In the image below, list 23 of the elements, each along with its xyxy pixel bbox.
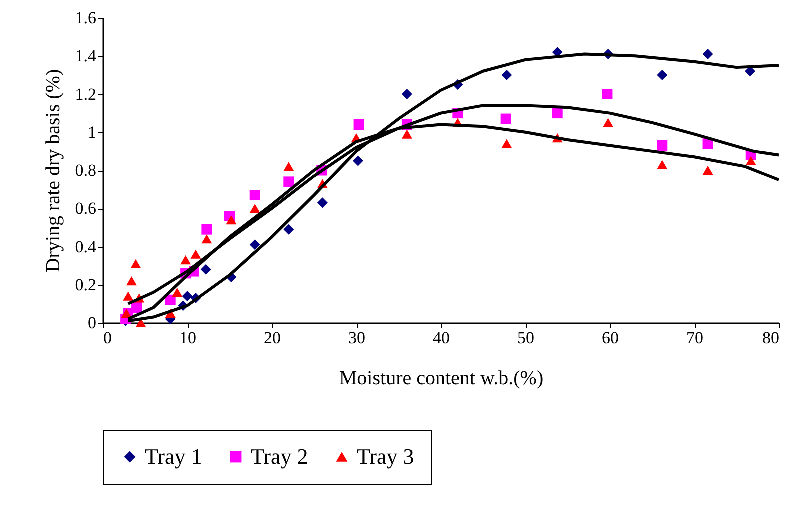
- legend-label: Tray 1: [145, 444, 202, 469]
- x-tick-label: 40: [433, 328, 450, 348]
- y-tick-label: 1.2: [75, 84, 96, 104]
- x-tick-label: 50: [518, 328, 534, 348]
- x-tick-label: 70: [686, 328, 704, 348]
- y-axis-title: Drying rate dry basis (%): [42, 69, 64, 273]
- x-tick-label: 80: [762, 328, 780, 348]
- x-tick-label: 60: [602, 328, 619, 348]
- legend-label: Tray 3: [357, 444, 414, 469]
- y-tick-label: 0.8: [75, 161, 96, 180]
- x-tick-label: 10: [180, 328, 196, 348]
- x-tick-label: 30: [348, 328, 366, 348]
- y-tick-label: 1.4: [75, 46, 97, 66]
- legend-label: Tray 2: [251, 444, 308, 469]
- y-tick-label: 1.6: [75, 8, 96, 28]
- x-axis-title: Moisture content w.b.(%): [339, 368, 544, 390]
- x-tick-label: 20: [264, 328, 281, 348]
- y-tick-label: 0.2: [75, 275, 96, 294]
- y-tick-label: 0.6: [75, 199, 96, 218]
- y-tick-label: 0.4: [75, 237, 97, 256]
- y-tick-label: 1: [88, 122, 96, 142]
- y-tick-label: 0: [88, 314, 96, 332]
- x-tick-label: 0: [104, 328, 112, 348]
